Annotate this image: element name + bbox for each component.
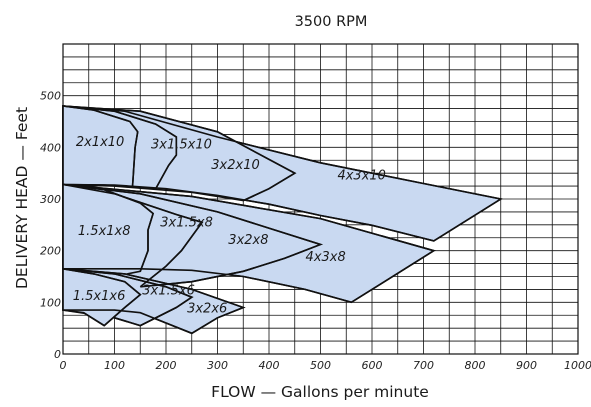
x-tick-label: 400	[259, 359, 280, 372]
region-labels: 4x3x10 3x2x10 3x1.5x10 2x1x10 4x3x8 3x2x8 3x1.…	[73, 135, 386, 317]
pump-curve-7	[62, 183, 155, 272]
x-tick-label: 100	[104, 359, 125, 372]
plot-frame	[62, 43, 579, 355]
pump-curves	[62, 105, 503, 335]
region-label-3x2x6: 3x2x6	[187, 302, 227, 317]
x-tick-label: 600	[362, 359, 383, 372]
pump-curve-4	[62, 183, 436, 304]
region-label-3x1.5x10: 3x1.5x10	[151, 137, 212, 152]
y-tick-label: 100	[40, 296, 61, 309]
x-tick-labels: 0 100 200 300 400 500 600 700 800 900 1000	[60, 359, 591, 372]
region-label-4x3x10: 4x3x10	[337, 168, 385, 183]
y-tick-label: 500	[40, 90, 61, 103]
x-tick-label: 1000	[564, 359, 591, 372]
pump-curve-3	[62, 105, 139, 188]
region-label-4x3x8: 4x3x8	[306, 250, 346, 265]
y-tick-label: 400	[40, 141, 61, 154]
y-tick-label: 0	[54, 348, 61, 361]
pump-regions	[62, 105, 503, 335]
region-label-3x2x8: 3x2x8	[228, 233, 268, 248]
x-tick-label: 200	[156, 359, 177, 372]
y-tick-label: 300	[40, 193, 61, 206]
pump-curve-9	[62, 268, 194, 327]
x-tick-label: 800	[465, 359, 486, 372]
chart-title: 3500 RPM	[295, 14, 368, 30]
x-tick-label: 900	[516, 359, 537, 372]
pump-curve-10	[62, 268, 142, 327]
y-axis-title: DELIVERY HEAD — Feet	[13, 107, 31, 289]
x-tick-label: 700	[413, 359, 434, 372]
region-label-1.5x1x8: 1.5x1x8	[78, 224, 131, 239]
region-label-3x1.5x6: 3x1.5x6	[142, 284, 195, 299]
pump-curve-5	[62, 183, 323, 288]
x-tick-label: 0	[60, 359, 67, 372]
region-label-3x1.5x8: 3x1.5x8	[160, 215, 213, 230]
y-tick-labels: 0 100 200 300 400 500	[40, 90, 61, 361]
x-tick-label: 500	[310, 359, 331, 372]
region-label-1.5x1x6: 1.5x1x6	[73, 289, 126, 304]
region-label-3x2x10: 3x2x10	[211, 158, 259, 173]
x-axis-title: FLOW — Gallons per minute	[211, 383, 429, 401]
y-tick-label: 200	[40, 245, 61, 258]
pump-curve-8	[62, 268, 246, 335]
pump-curve-2	[62, 105, 178, 190]
x-tick-label: 300	[207, 359, 228, 372]
region-label-2x1x10: 2x1x10	[76, 135, 124, 150]
pump-curve-1	[62, 105, 297, 202]
